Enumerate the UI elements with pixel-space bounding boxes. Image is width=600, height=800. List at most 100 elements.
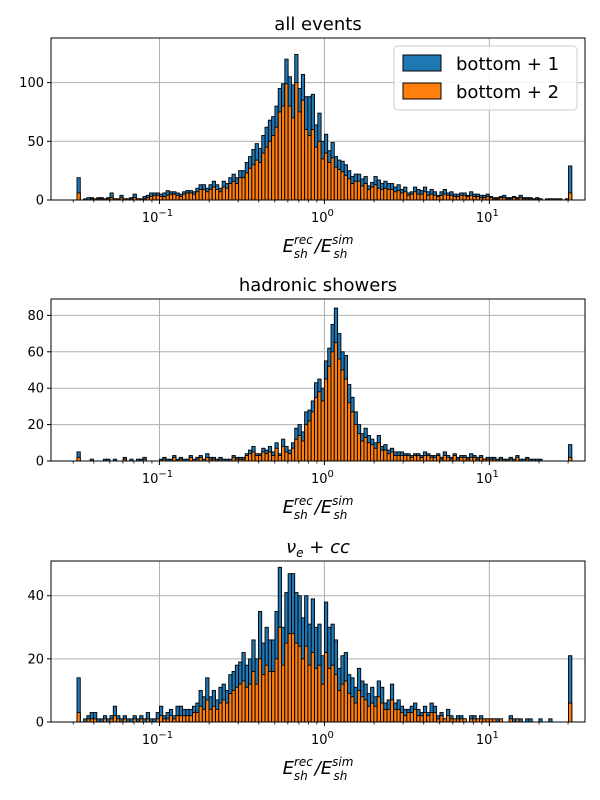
bar-bottom2 — [320, 400, 325, 462]
bar-bottom2 — [350, 411, 355, 462]
bar-bottom2 — [327, 365, 332, 462]
bar-bottom2 — [254, 683, 259, 723]
bar-bottom2 — [320, 158, 325, 201]
bar-bottom2 — [383, 187, 388, 201]
bar-bottom2 — [281, 664, 286, 723]
x-axis-label: Erec sh/Esim sh — [283, 755, 354, 783]
bar-bottom2 — [446, 456, 451, 462]
bar-bottom2 — [356, 180, 362, 201]
bar-bottom2 — [360, 185, 365, 201]
axes-frame — [50, 37, 586, 201]
x-tick-label: 101 — [476, 730, 499, 748]
legend-label-2: bottom + 2 — [456, 82, 559, 103]
bar-bottom2 — [300, 99, 306, 201]
bar-bottom2 — [188, 715, 193, 723]
bar-bottom2 — [419, 715, 424, 723]
bar-bottom2 — [159, 196, 164, 201]
bar-bottom2 — [386, 453, 391, 462]
bar-bottom2 — [337, 169, 342, 201]
bar-bottom2 — [380, 188, 385, 201]
bar-bottom2 — [380, 449, 385, 462]
bar-bottom2 — [439, 715, 444, 723]
bar-bottom2 — [363, 699, 368, 723]
bar-bottom2 — [469, 456, 474, 462]
bar-bottom2 — [198, 456, 203, 462]
bar-bottom2 — [198, 705, 203, 723]
bar-bottom2 — [254, 455, 259, 462]
bar-bottom2 — [162, 196, 167, 201]
bar-bottom2 — [238, 177, 243, 201]
bar-bottom2 — [327, 667, 332, 723]
bar-bottom2 — [422, 191, 428, 201]
bar-bottom2 — [277, 626, 282, 723]
bar-bottom2 — [294, 82, 299, 201]
bar-bottom2 — [178, 196, 184, 201]
bar-bottom2 — [485, 196, 490, 201]
bar-bottom2 — [568, 192, 573, 201]
panel-2: 0 20 40 60 80 10−1 100 101 hadronic showers Erec s… — [27, 275, 586, 522]
bar-bottom2 — [234, 183, 240, 201]
bar-bottom2 — [333, 674, 339, 723]
bar-bottom2 — [356, 689, 362, 723]
bar-bottom2 — [251, 164, 256, 201]
bar-bottom2 — [436, 455, 441, 462]
x-tick-label: 100 — [311, 469, 334, 487]
legend-swatch-2 — [402, 82, 442, 100]
bar-bottom2 — [314, 146, 319, 201]
bar-bottom2 — [366, 188, 372, 201]
bar-bottom2 — [205, 191, 210, 201]
axes-frame — [50, 560, 586, 723]
bar-bottom2 — [192, 193, 197, 201]
bar-bottom2 — [208, 188, 213, 201]
bar-bottom2 — [297, 111, 302, 201]
bar-bottom2 — [393, 455, 398, 462]
bar-bottom2 — [343, 680, 348, 723]
bar-bottom2 — [393, 191, 398, 201]
bar-bottom2 — [429, 712, 434, 723]
bar-bottom2 — [277, 455, 282, 462]
bar-bottom2 — [446, 194, 451, 201]
x-axis-label: Erec sh/Esim sh — [283, 233, 354, 261]
bar-bottom2 — [271, 134, 276, 201]
bar-bottom2 — [254, 159, 259, 201]
bar-bottom2 — [472, 196, 477, 201]
bar-bottom2 — [274, 447, 279, 462]
bar-bottom2 — [340, 369, 345, 462]
bar-bottom2 — [422, 455, 428, 462]
bar-bottom2 — [159, 715, 164, 723]
bar-bottom2 — [323, 152, 329, 201]
bar-bottom2 — [472, 456, 477, 462]
bar-bottom2 — [416, 715, 421, 723]
bar-bottom2 — [290, 447, 296, 462]
legend: bottom + 1 bottom + 2 — [393, 45, 578, 111]
bar-bottom2 — [373, 705, 378, 723]
bar-bottom2 — [287, 633, 292, 723]
bar-bottom2 — [304, 645, 309, 723]
bar-bottom2 — [452, 455, 457, 462]
bar-bottom2 — [168, 715, 174, 723]
bar-bottom2 — [195, 712, 200, 723]
x-tick-label: 10−1 — [142, 469, 173, 487]
bar-bottom2 — [403, 455, 408, 462]
y-tick-label: 0 — [36, 455, 44, 470]
bar-bottom2 — [330, 157, 335, 201]
bar-bottom2 — [330, 664, 335, 723]
bar-bottom2 — [333, 342, 339, 462]
bar-bottom2 — [389, 451, 395, 462]
bar-bottom2 — [267, 671, 273, 723]
bar-bottom2 — [409, 193, 414, 201]
bar-bottom2 — [201, 708, 207, 723]
bar-bottom2 — [419, 456, 424, 462]
bar-bottom2 — [244, 455, 249, 462]
bar-bottom2 — [396, 708, 401, 723]
y-tick-label: 0 — [36, 194, 44, 209]
bar-bottom2 — [274, 658, 279, 723]
bar-bottom2 — [462, 456, 467, 462]
bar-bottom2 — [399, 712, 405, 723]
y-tick-label: 40 — [27, 382, 44, 397]
bar-bottom2 — [446, 715, 451, 723]
bar-bottom2 — [234, 686, 240, 723]
bar-bottom2 — [363, 183, 368, 201]
bar-bottom2 — [271, 455, 276, 462]
